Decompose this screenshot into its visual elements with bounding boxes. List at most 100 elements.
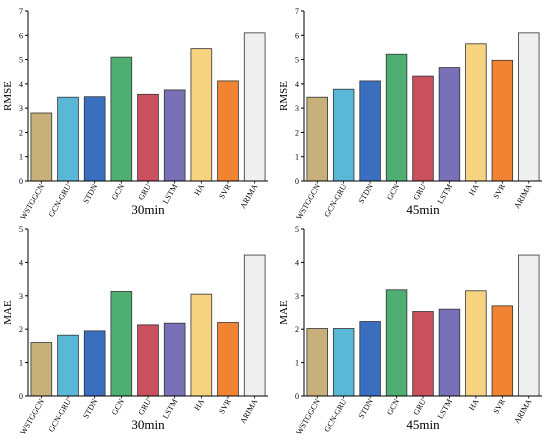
x-tick-label: WSTGGCN	[18, 182, 46, 221]
bar-ha	[190, 293, 213, 397]
y-tick-label: 7	[295, 7, 299, 16]
bar-lstm	[163, 89, 186, 182]
bar-ha	[465, 43, 487, 182]
bar-gru	[412, 75, 434, 182]
y-tick-label: 5	[19, 56, 23, 65]
bar-svr	[217, 322, 239, 397]
x-tick-label: GCN	[110, 182, 126, 201]
x-tick-label: GRU	[136, 397, 152, 416]
x-tick-label: GCN	[385, 397, 401, 416]
bar-lstm	[163, 322, 186, 397]
bar-svr	[491, 305, 514, 397]
y-tick-label: 2	[19, 325, 23, 334]
y-tick-label: 3	[19, 104, 23, 113]
bar-svr	[491, 59, 514, 182]
x-tick-label: ARIMA	[512, 397, 533, 425]
y-tick-label: 4	[295, 258, 299, 267]
y-tick-label: 4	[295, 80, 299, 89]
bar-gcn-gru	[332, 88, 355, 182]
x-tick-label: ARIMA	[512, 182, 533, 210]
x-axis-title: 45min	[406, 202, 440, 217]
y-tick-label: 0	[19, 177, 23, 186]
x-tick-label: SVR	[217, 182, 233, 201]
bar-gru	[137, 324, 159, 397]
y-tick-label: 4	[19, 80, 23, 89]
bar-arima	[518, 32, 540, 182]
x-tick-label: STDN	[81, 182, 99, 205]
y-tick-label: 0	[19, 392, 23, 401]
x-tick-label: SVR	[491, 397, 507, 416]
y-tick-label: 1	[295, 359, 299, 368]
bar-arima	[518, 254, 540, 397]
bar-svr	[217, 80, 239, 182]
y-tick-label: 2	[295, 128, 299, 137]
y-tick-label: 3	[295, 292, 299, 301]
x-tick-label: HA	[192, 397, 206, 412]
bar-stdn	[83, 330, 106, 397]
y-axis-title: MAE	[278, 300, 290, 325]
x-tick-label: HA	[467, 397, 481, 412]
y-axis-title: RMSE	[2, 81, 14, 111]
y-tick-label: 1	[19, 153, 23, 162]
x-tick-label: ARIMA	[238, 397, 259, 425]
y-tick-label: 2	[19, 128, 23, 137]
y-tick-label: 4	[19, 258, 23, 267]
x-tick-label: GCN-GRU	[322, 182, 348, 218]
x-tick-label: HA	[192, 182, 206, 197]
bar-gcn	[110, 291, 133, 397]
bar-gcn	[385, 289, 408, 397]
y-axis-title: RMSE	[278, 81, 290, 111]
y-tick-label: 2	[295, 325, 299, 334]
bar-lstm	[438, 308, 461, 397]
y-tick-label: 5	[19, 225, 23, 234]
bar-stdn	[359, 80, 381, 182]
x-tick-label: GRU	[411, 397, 427, 416]
x-axis-title: 30min	[131, 417, 165, 432]
bar-arima	[243, 254, 266, 397]
x-tick-label: WSTGGCN	[294, 397, 322, 436]
bar-gru	[137, 93, 159, 182]
bar-wstggcn	[306, 96, 328, 182]
y-axis-title: MAE	[2, 300, 14, 325]
bar-ha	[190, 48, 213, 182]
x-axis-title: 30min	[131, 202, 165, 217]
y-tick-label: 5	[295, 56, 299, 65]
x-axis-title: 45min	[406, 417, 440, 432]
x-tick-label: SVR	[217, 397, 233, 416]
x-tick-label: GCN	[110, 397, 126, 416]
bar-gru	[412, 311, 434, 397]
y-tick-label: 0	[295, 392, 299, 401]
bar-stdn	[359, 321, 381, 397]
bar-ha	[465, 290, 487, 397]
y-tick-label: 1	[19, 359, 23, 368]
bar-wstggcn	[30, 112, 53, 182]
bar-wstggcn	[306, 328, 328, 397]
y-tick-label: 0	[295, 177, 299, 186]
x-tick-label: STDN	[357, 182, 375, 205]
bar-gcn-gru	[332, 328, 355, 397]
y-tick-label: 3	[295, 104, 299, 113]
y-tick-label: 6	[19, 31, 23, 40]
x-tick-label: GCN	[385, 182, 401, 201]
y-tick-label: 3	[19, 292, 23, 301]
x-tick-label: STDN	[81, 397, 99, 420]
bar-arima	[243, 32, 266, 182]
x-tick-label: GCN-GRU	[47, 182, 73, 218]
x-tick-label: GRU	[136, 182, 152, 201]
x-tick-label: GCN-GRU	[322, 397, 348, 433]
x-tick-label: WSTGGCN	[18, 397, 46, 436]
bar-gcn-gru	[57, 96, 79, 182]
bar-wstggcn	[30, 342, 53, 397]
x-tick-label: WSTGGCN	[294, 182, 322, 221]
x-tick-label: GRU	[411, 182, 427, 201]
x-tick-label: GCN-GRU	[47, 397, 73, 433]
y-tick-label: 5	[295, 225, 299, 234]
x-tick-label: STDN	[357, 397, 375, 420]
bar-stdn	[83, 96, 106, 182]
bar-gcn	[385, 53, 408, 182]
x-tick-label: SVR	[491, 182, 507, 201]
